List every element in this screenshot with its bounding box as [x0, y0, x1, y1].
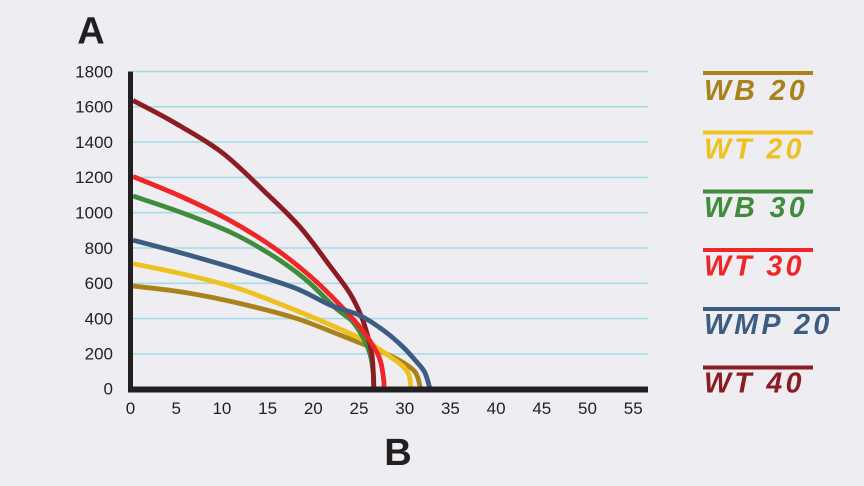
svg-text:5: 5: [171, 399, 180, 418]
svg-text:600: 600: [85, 274, 113, 293]
svg-text:35: 35: [441, 399, 460, 418]
svg-text:WT 40: WT 40: [704, 368, 805, 400]
svg-text:B: B: [384, 432, 411, 474]
svg-text:800: 800: [85, 239, 113, 258]
svg-text:15: 15: [258, 399, 277, 418]
svg-text:WB 30: WB 30: [704, 192, 808, 224]
svg-text:25: 25: [350, 399, 369, 418]
svg-text:45: 45: [532, 399, 551, 418]
svg-text:0: 0: [126, 399, 135, 418]
svg-text:1800: 1800: [75, 62, 113, 81]
svg-text:400: 400: [85, 309, 113, 328]
svg-text:WT 20: WT 20: [704, 134, 805, 166]
svg-text:30: 30: [395, 399, 414, 418]
svg-text:200: 200: [85, 345, 113, 364]
svg-text:WMP 20: WMP 20: [704, 309, 833, 341]
svg-text:20: 20: [304, 399, 323, 418]
svg-text:40: 40: [487, 399, 506, 418]
svg-text:0: 0: [104, 380, 113, 399]
svg-text:1400: 1400: [75, 133, 113, 152]
svg-text:1000: 1000: [75, 204, 113, 223]
svg-text:10: 10: [212, 399, 231, 418]
svg-text:A: A: [77, 11, 104, 53]
svg-text:WB 20: WB 20: [704, 75, 808, 107]
svg-text:55: 55: [624, 399, 643, 418]
svg-text:1600: 1600: [75, 98, 113, 117]
svg-text:50: 50: [578, 399, 597, 418]
svg-text:WT 30: WT 30: [704, 251, 805, 283]
svg-text:1200: 1200: [75, 168, 113, 187]
